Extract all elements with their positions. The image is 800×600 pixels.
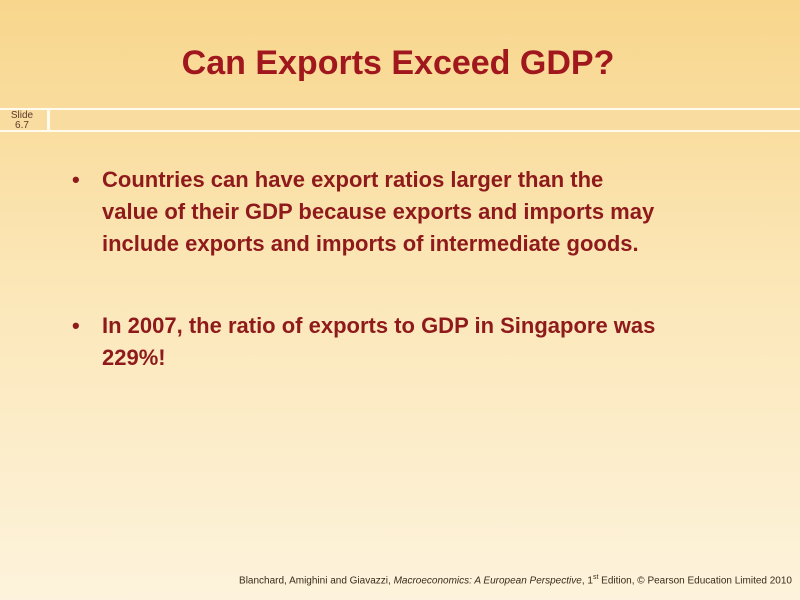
bullet: In 2007, the ratio of exports to GDP in … <box>72 310 662 374</box>
footer: Blanchard, Amighini and Giavazzi, Macroe… <box>239 574 792 586</box>
bullet-list: Countries can have export ratios larger … <box>72 164 662 424</box>
header-band <box>0 108 800 132</box>
footer-edition: , 1 <box>581 575 593 587</box>
band-divider <box>47 108 50 132</box>
slide-title: Can Exports Exceed GDP? <box>181 44 615 82</box>
footer-edition-suffix: st <box>592 574 599 581</box>
footer-rest: Edition, © Pearson Education Limited 201… <box>598 575 792 587</box>
footer-authors: Blanchard, Amighini and Giavazzi, <box>239 575 394 587</box>
slide-label-word: Slide <box>10 110 34 121</box>
slide-label: Slide 6.7 <box>2 111 42 131</box>
slide-label-number: 6.7 <box>15 120 29 131</box>
footer-book: Macroeconomics: A European Perspective <box>393 575 582 587</box>
bullet: Countries can have export ratios larger … <box>72 164 662 260</box>
